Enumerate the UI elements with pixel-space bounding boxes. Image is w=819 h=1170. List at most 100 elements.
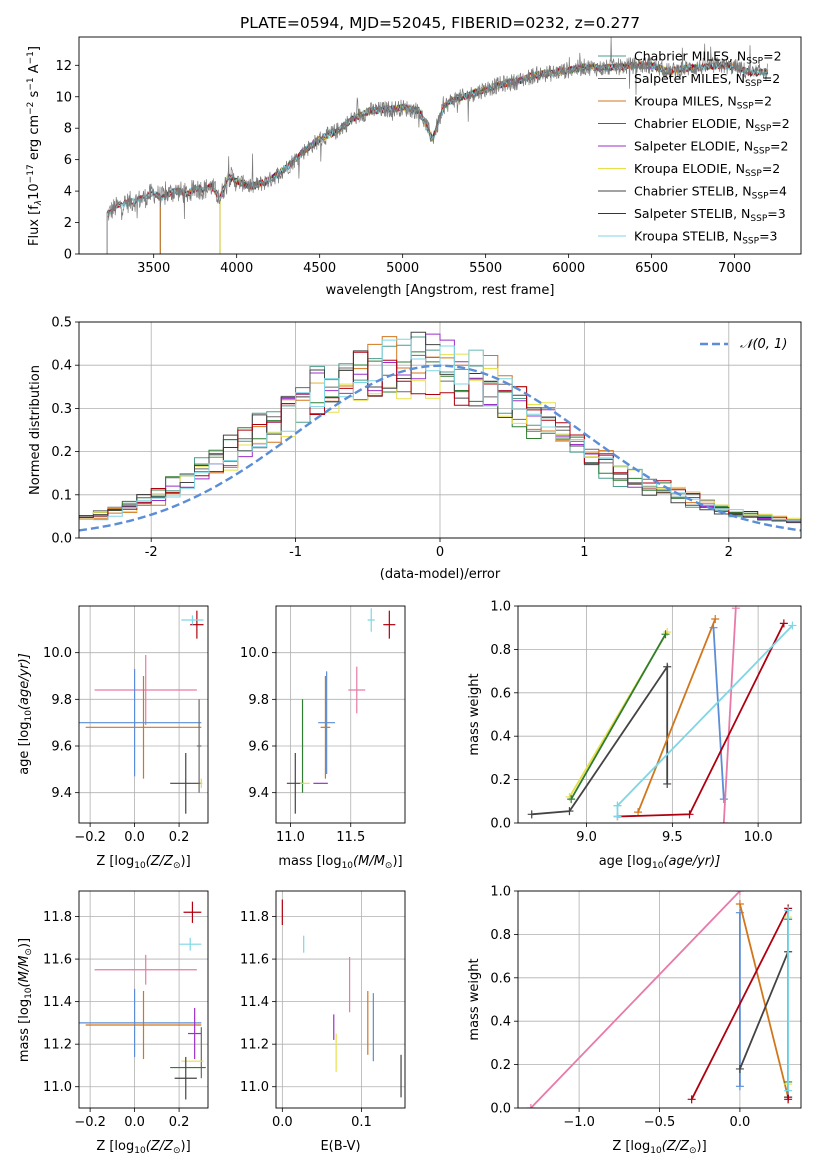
model-spectrum-line <box>159 60 769 254</box>
marker-point <box>709 623 718 632</box>
y-tick-label: 0.0 <box>51 532 72 547</box>
plot-area <box>79 901 206 1100</box>
x-tick-label: −0.5 <box>644 1115 676 1130</box>
panel-massweight_vs_age: 9.0 9.5 10.0 0.0 0.2 0.4 0.6 0.8 1.0 mass weight a… <box>467 600 802 871</box>
model-spectrum-line <box>106 60 768 254</box>
marker-point <box>735 1082 744 1091</box>
y-tick-label: 11.4 <box>43 995 72 1010</box>
y-tick-label: 10.0 <box>43 646 72 661</box>
x-tick-label: 4000 <box>220 261 253 276</box>
marker-point <box>779 619 788 628</box>
data-spectrum-line <box>107 37 768 221</box>
model-spectrum-line <box>159 61 769 254</box>
y-tick-label: 1.0 <box>490 600 511 615</box>
y-tick-label: 0.2 <box>51 445 72 460</box>
panel-mass_vs_Z: −0.2 0.0 0.2 11.0 11.2 11.4 11.6 11.8 Z [log10(Z… <box>17 890 209 1156</box>
x-tick-label: -1 <box>289 545 302 560</box>
marker-point <box>735 900 744 909</box>
x-tick-label: 10.0 <box>744 830 773 845</box>
y-tick-label: 9.4 <box>248 786 269 801</box>
grid <box>518 890 801 1109</box>
y-tick-label: 9.6 <box>248 740 269 755</box>
y-axis-label: Flux [fλ10−17 erg cm−2 s−1 A−1] <box>26 46 44 246</box>
model-spectrum-line <box>106 61 768 254</box>
y-tick-label: 9.4 <box>51 786 72 801</box>
x-tick-label: 1 <box>580 545 588 560</box>
legend-entry: Salpeter ELODIE, NSSP=2 <box>634 139 788 157</box>
y-tick-label: 0.3 <box>51 402 72 417</box>
y-axis-label: mass weight <box>467 958 482 1040</box>
y-tick-label: 11.4 <box>240 995 269 1010</box>
y-tick-label: 1.0 <box>490 885 511 900</box>
y-tick-label: 0.4 <box>490 730 511 745</box>
marker-point <box>735 891 744 895</box>
x-tick-label: −1.0 <box>563 1115 595 1130</box>
y-tick-label: 11.6 <box>43 953 72 968</box>
x-tick-label: 9.5 <box>662 830 683 845</box>
x-axis-label: Z [log10(Z/Z⊙)] <box>612 1139 706 1156</box>
panel-age_vs_Z: −0.2 0.0 0.2 9.4 9.6 9.8 10.0 Z [log10(Z/Z⊙)] ag… <box>17 605 209 871</box>
mass-weight-line <box>637 618 717 813</box>
axes-frame <box>275 605 406 824</box>
plot-area <box>79 610 204 814</box>
axes-frame <box>78 890 209 1109</box>
legend-entry: Salpeter STELIB, NSSP=3 <box>634 206 786 224</box>
x-tick-label: 0.2 <box>169 1115 190 1130</box>
y-tick-label: 11.8 <box>43 910 72 925</box>
x-tick-label: −0.2 <box>74 830 106 845</box>
y-tick-label: 0.2 <box>490 1058 511 1073</box>
marker-point <box>661 630 670 639</box>
legend-entry: Salpeter MILES, NSSP=2 <box>634 71 780 89</box>
grid <box>276 606 405 823</box>
axes-frame <box>78 36 802 255</box>
x-axis-label: E(B-V) <box>320 1139 360 1154</box>
y-tick-label: 0.1 <box>51 488 72 503</box>
figure-title: PLATE=0594, MJD=52045, FIBERID=0232, z=0… <box>240 14 640 32</box>
plot-area <box>281 899 402 1098</box>
axes-frame <box>517 605 802 824</box>
panel-residuals: -2 -1 0 1 2 0.0 0.1 0.2 0.3 0.4 0.5 𝒩(0, 1) (data-mo… <box>28 316 802 582</box>
x-axis-label: wavelength [Angstrom, rest frame] <box>326 283 555 298</box>
x-tick-label: 6000 <box>552 261 585 276</box>
y-tick-label: 11.0 <box>43 1080 72 1095</box>
x-tick-label: 6500 <box>635 261 668 276</box>
marker-point <box>788 621 797 630</box>
plot-area <box>106 37 769 254</box>
marker-point <box>687 1095 696 1104</box>
y-tick-label: 0.8 <box>490 643 511 658</box>
x-tick-label: 0 <box>436 545 444 560</box>
marker-point <box>634 808 643 817</box>
marker-point <box>711 615 720 624</box>
y-tick-label: 2 <box>64 216 72 231</box>
y-tick-label: 12 <box>55 59 72 74</box>
y-tick-label: 6 <box>64 153 72 168</box>
marker-point <box>719 819 728 823</box>
y-tick-label: 10 <box>55 90 72 105</box>
y-tick-label: 0.4 <box>51 359 72 374</box>
y-tick-label: 0.0 <box>490 1102 511 1117</box>
y-tick-label: 0.0 <box>490 817 511 832</box>
y-tick-label: 9.8 <box>51 693 72 708</box>
panel-mass_vs_ebv: 0.0 0.1 11.0 11.2 11.4 11.6 11.8 E(B-V) <box>240 890 406 1154</box>
x-tick-label: 0.0 <box>124 1115 145 1130</box>
mass-weight-line <box>531 663 669 816</box>
y-axis-label: age [log10(age/yr)] <box>17 653 34 775</box>
marker-point <box>565 807 574 816</box>
marker-point <box>735 1064 744 1073</box>
y-tick-label: 0.6 <box>490 686 511 701</box>
legend-entry: 𝒩(0, 1) <box>740 337 787 352</box>
y-tick-label: 9.6 <box>51 740 72 755</box>
legend-entry: Chabrier MILES, NSSP=2 <box>634 49 782 67</box>
y-axis-label: mass weight <box>467 673 482 755</box>
y-tick-label: 9.8 <box>248 693 269 708</box>
x-tick-label: 11.0 <box>276 830 305 845</box>
x-tick-label: 2 <box>725 545 733 560</box>
plot-area <box>526 891 793 1108</box>
panel-age_vs_mass: 11.0 11.5 9.4 9.6 9.8 10.0 mass [log10(M/M⊙)] <box>240 605 406 871</box>
marker-point <box>719 795 728 804</box>
x-tick-label: 3500 <box>137 261 170 276</box>
gaussian-curve <box>79 364 801 532</box>
x-tick-label: 0.2 <box>169 830 190 845</box>
marker-point <box>663 779 672 788</box>
